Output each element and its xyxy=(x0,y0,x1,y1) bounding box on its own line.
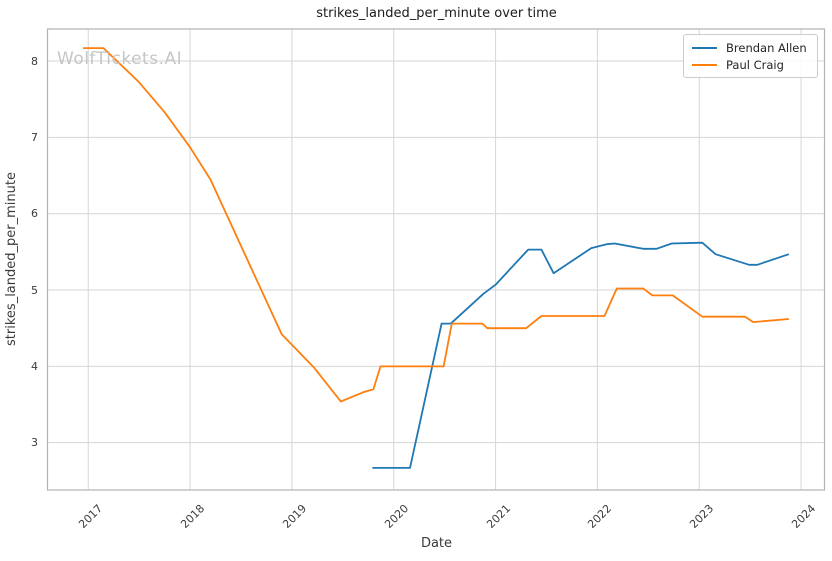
legend-line-swatch-blue xyxy=(692,46,717,49)
plot-border xyxy=(46,28,826,491)
y-tick-label: 8 xyxy=(31,54,38,68)
y-axis-label: strikes_landed_per_minute xyxy=(4,172,19,346)
legend-item-paul-craig: Paul Craig xyxy=(692,56,807,73)
y-tick-label: 4 xyxy=(31,359,38,373)
legend: Brendan Allen Paul Craig xyxy=(683,34,818,78)
y-tick-label: 3 xyxy=(31,436,38,450)
y-tick-label: 6 xyxy=(31,207,38,221)
y-tick-label: 7 xyxy=(31,130,38,144)
legend-label: Paul Craig xyxy=(726,57,784,72)
x-axis-label: Date xyxy=(420,536,453,551)
series-line-brendan-allen xyxy=(372,241,790,469)
watermark: WolfTickets.AI xyxy=(57,49,183,69)
y-tick-label: 5 xyxy=(31,283,38,297)
series-line-paul-craig xyxy=(83,47,789,403)
legend-item-brendan-allen: Brendan Allen xyxy=(692,39,807,56)
legend-line-swatch-orange xyxy=(692,63,717,66)
legend-label: Brendan Allen xyxy=(726,40,807,55)
chart-title: strikes_landed_per_minute over time xyxy=(316,6,557,21)
